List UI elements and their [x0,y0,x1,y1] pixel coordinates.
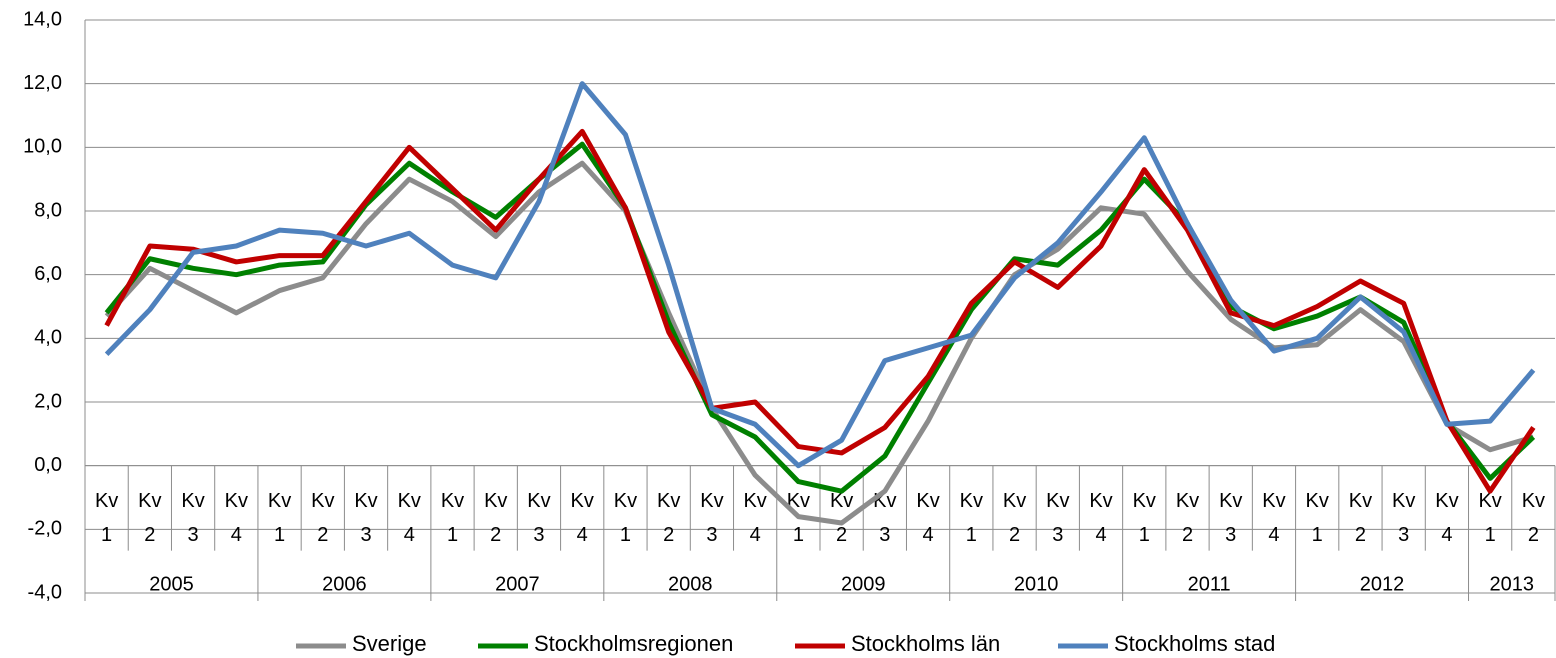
y-tick-label: 14,0 [23,8,62,30]
x-tick-label: Kv [1306,490,1329,512]
year-label: 2010 [1014,573,1059,595]
x-tick-label: 3 [1052,524,1063,546]
x-tick-label: Kv [960,490,983,512]
year-label: 2011 [1188,573,1231,595]
x-tick-label: Kv [571,490,594,512]
year-label: 2007 [495,573,540,595]
x-tick-label: 3 [1398,524,1409,546]
legend-label: Stockholms län [851,631,1000,656]
x-tick-label: Kv [830,490,853,512]
x-tick-label: Kv [225,490,248,512]
x-tick-label: 1 [1485,524,1496,546]
x-tick-label: 2 [1009,524,1020,546]
x-tick-label: 3 [533,524,544,546]
x-tick-label: Kv [657,490,680,512]
x-tick-label: 4 [750,524,761,546]
x-tick-label: 4 [1441,524,1452,546]
x-tick-label: 1 [620,524,631,546]
x-tick-label: 1 [447,524,458,546]
y-tick-label: 12,0 [23,72,62,94]
x-tick-label: 2 [1528,524,1539,546]
x-tick-label: Kv [484,490,507,512]
year-label: 2005 [149,573,194,595]
legend-label: Stockholmsregionen [534,631,733,656]
x-tick-label: Kv [787,490,810,512]
x-tick-label: Kv [1522,490,1545,512]
x-tick-label: 1 [793,524,804,546]
x-tick-label: Kv [1089,490,1112,512]
series-line [104,81,1536,469]
x-tick-label: Kv [1176,490,1199,512]
x-tick-label: Kv [614,490,637,512]
y-tick-label: 6,0 [34,263,62,285]
x-tick-label: 4 [1268,524,1279,546]
x-tick-label: 1 [274,524,285,546]
x-tick-label: 3 [188,524,199,546]
x-tick-label: Kv [354,490,377,512]
y-tick-label: -4,0 [28,581,62,603]
year-label: 2012 [1360,573,1405,595]
year-label: 2008 [668,573,713,595]
x-tick-label: 3 [360,524,371,546]
x-tick-label: Kv [1046,490,1069,512]
x-tick-label: Kv [1349,490,1372,512]
x-tick-label: 2 [317,524,328,546]
year-label: 2013 [1490,573,1535,595]
x-tick-label: 3 [706,524,717,546]
x-tick-label: 1 [1312,524,1323,546]
y-tick-label: 10,0 [23,136,62,158]
y-tick-label: -2,0 [28,518,62,540]
x-tick-label: Kv [311,490,334,512]
x-tick-label: Kv [743,490,766,512]
x-tick-label: Kv [1435,490,1458,512]
x-tick-label: 2 [1182,524,1193,546]
y-tick-label: 4,0 [34,327,62,349]
x-tick-label: 2 [144,524,155,546]
x-tick-label: Kv [268,490,291,512]
x-tick-label: Kv [1219,490,1242,512]
x-tick-label: Kv [398,490,421,512]
x-tick-label: Kv [527,490,550,512]
x-tick-label: Kv [95,490,118,512]
x-tick-label: 3 [1225,524,1236,546]
x-tick-label: 2 [490,524,501,546]
y-tick-label: 0,0 [34,454,62,476]
y-tick-label: 8,0 [34,199,62,221]
x-tick-label: Kv [700,490,723,512]
x-tick-label: 4 [1095,524,1106,546]
x-tick-label: Kv [1262,490,1285,512]
x-tick-label: 1 [101,524,112,546]
x-tick-label: Kv [1133,490,1156,512]
x-tick-label: Kv [916,490,939,512]
legend-label: Stockholms stad [1114,631,1275,656]
x-tick-label: 1 [966,524,977,546]
y-tick-label: 2,0 [34,390,62,412]
x-tick-label: 2 [836,524,847,546]
x-tick-label: 3 [879,524,890,546]
x-tick-label: Kv [1478,490,1501,512]
x-tick-label: Kv [1003,490,1026,512]
series-line [104,128,1536,494]
x-tick-label: 2 [663,524,674,546]
x-tick-label: Kv [181,490,204,512]
series-line [104,141,1536,494]
x-tick-label: Kv [1392,490,1415,512]
legend-label: Sverige [352,631,427,656]
x-tick-label: 4 [577,524,588,546]
x-tick-label: Kv [441,490,464,512]
year-label: 2009 [841,573,886,595]
x-tick-label: 1 [1139,524,1150,546]
x-tick-label: 4 [231,524,242,546]
year-label: 2006 [322,573,367,595]
x-tick-label: 4 [404,524,415,546]
x-tick-label: Kv [138,490,161,512]
x-tick-label: 2 [1355,524,1366,546]
x-tick-label: 4 [923,524,934,546]
